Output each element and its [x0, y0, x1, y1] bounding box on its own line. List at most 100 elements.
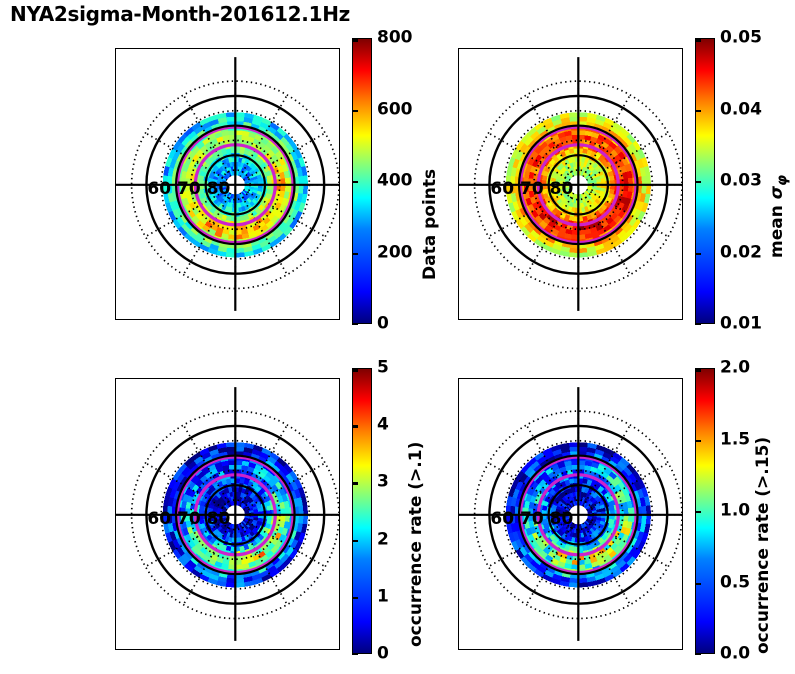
- polar-bin: [280, 136, 290, 147]
- polar-bin: [238, 496, 243, 502]
- polar-bin: [566, 493, 572, 499]
- polar-bin: [274, 130, 284, 140]
- latitude-tick-label: 70: [177, 509, 201, 529]
- polar-bin: [564, 199, 570, 205]
- polar-bin: [238, 157, 243, 163]
- polar-panel-occurrence-rate-01[interactable]: 60 70 80: [115, 378, 340, 650]
- polar-bin: [229, 202, 233, 208]
- polar-bin: [261, 573, 272, 582]
- colorbar-mean-sigma-phi[interactable]: 0.01 0.02 0.03 0.04 0.05 mean σφ: [695, 29, 790, 332]
- polar-panel-data-points[interactable]: 60 70 80: [115, 48, 340, 320]
- polar-bin: [508, 202, 516, 213]
- polar-bin: [181, 136, 191, 147]
- polar-bin: [566, 554, 573, 560]
- polar-bin: [586, 214, 593, 221]
- polar-bin: [587, 187, 592, 191]
- polar-bin: [235, 116, 245, 122]
- polar-bin: [213, 495, 220, 501]
- polar-bin: [254, 464, 263, 472]
- polar-bin: [597, 134, 606, 142]
- polar-bin: [222, 135, 230, 141]
- polar-bin: [525, 493, 533, 502]
- polar-bin: [603, 530, 610, 538]
- polar-bin: [607, 152, 615, 160]
- polar-bin: [556, 540, 563, 547]
- polar-bin: [569, 492, 574, 498]
- latitude-tick-label: 80: [207, 509, 231, 529]
- polar-bin: [524, 500, 530, 509]
- polar-bin: [193, 235, 204, 244]
- polar-bin: [257, 565, 268, 574]
- polar-bin: [263, 547, 271, 555]
- polar-bin: [211, 196, 218, 202]
- polar-bin: [589, 197, 595, 204]
- polar-bin: [230, 198, 234, 204]
- polar-bin: [298, 514, 304, 524]
- polar-bin: [589, 490, 596, 497]
- polar-grid-spoke: [525, 518, 577, 606]
- polar-bin: [551, 558, 560, 566]
- polar-bin: [187, 460, 197, 470]
- polar-bin: [591, 518, 597, 522]
- polar-bin: [628, 546, 638, 557]
- polar-bin: [167, 167, 174, 177]
- polar-bin: [599, 174, 605, 179]
- polar-bin: [523, 214, 532, 224]
- polar-panel-mean-sigma-phi[interactable]: 60 70 80: [458, 48, 683, 320]
- polar-bin: [524, 223, 534, 233]
- polar-bin: [510, 193, 517, 203]
- polar-bin: [586, 117, 596, 124]
- figure-title: NYA2sigma-Month-201612.1Hz: [10, 2, 350, 26]
- polar-bin: [568, 582, 579, 588]
- polar-bin: [591, 510, 597, 513]
- polar-grid-spoke: [579, 94, 631, 182]
- polar-bin: [553, 239, 564, 247]
- polar-bin: [597, 537, 605, 544]
- colorbar-occurrence-rate-015[interactable]: 0.0 0.5 1.0 1.5 2.0 occurrence rate (>.1…: [695, 359, 773, 662]
- polar-bin: [237, 523, 241, 529]
- polar-bin: [253, 498, 260, 504]
- polar-bin: [641, 184, 647, 194]
- polar-bin: [247, 556, 255, 564]
- polar-bin: [235, 247, 245, 253]
- polar-bin: [212, 178, 218, 183]
- polar-bin: [236, 500, 239, 506]
- polar-grid-spoke: [145, 186, 232, 238]
- polar-bin: [248, 188, 254, 192]
- colorbar-tick: [352, 482, 358, 485]
- polar-grid-spoke: [581, 132, 669, 184]
- polar-bin: [221, 149, 228, 156]
- polar-bin: [221, 159, 227, 165]
- polar-bin: [269, 451, 280, 461]
- polar-bin: [626, 170, 633, 179]
- polar-bin: [584, 173, 589, 179]
- polar-bin: [216, 580, 227, 587]
- polar-bin: [590, 190, 596, 195]
- polar-bin: [274, 202, 282, 210]
- polar-bin: [252, 189, 258, 194]
- polar-bin: [257, 158, 265, 166]
- polar-bin: [248, 498, 254, 504]
- polar-bin: [543, 170, 549, 177]
- polar-bin: [554, 196, 561, 202]
- polar-bin: [519, 546, 528, 557]
- polar-grid-spoke: [525, 424, 577, 512]
- polar-bin: [596, 517, 602, 521]
- polar-bin: [243, 214, 250, 221]
- polar-bin: [289, 200, 297, 210]
- polar-bin: [578, 247, 588, 253]
- polar-panel-occurrence-rate-015[interactable]: 60 70 80: [458, 378, 683, 650]
- polar-bin: [225, 252, 236, 258]
- polar-bin: [240, 201, 245, 208]
- polar-bin: [214, 561, 223, 568]
- polar-bin: [617, 159, 625, 168]
- colorbar-data-points[interactable]: 0 200 400 600 800 Data points: [352, 29, 440, 332]
- colorbar-occurrence-rate-01[interactable]: 0 1 2 3 4 5 occurrence rate (>.1): [352, 359, 426, 662]
- polar-bin: [644, 496, 651, 506]
- colorbar-tick-label: 0.0: [720, 643, 751, 664]
- polar-bin: [251, 243, 262, 251]
- polar-bin: [592, 531, 598, 537]
- polar-bin: [633, 480, 642, 491]
- polar-bin: [552, 193, 559, 199]
- polar-bin: [560, 518, 566, 522]
